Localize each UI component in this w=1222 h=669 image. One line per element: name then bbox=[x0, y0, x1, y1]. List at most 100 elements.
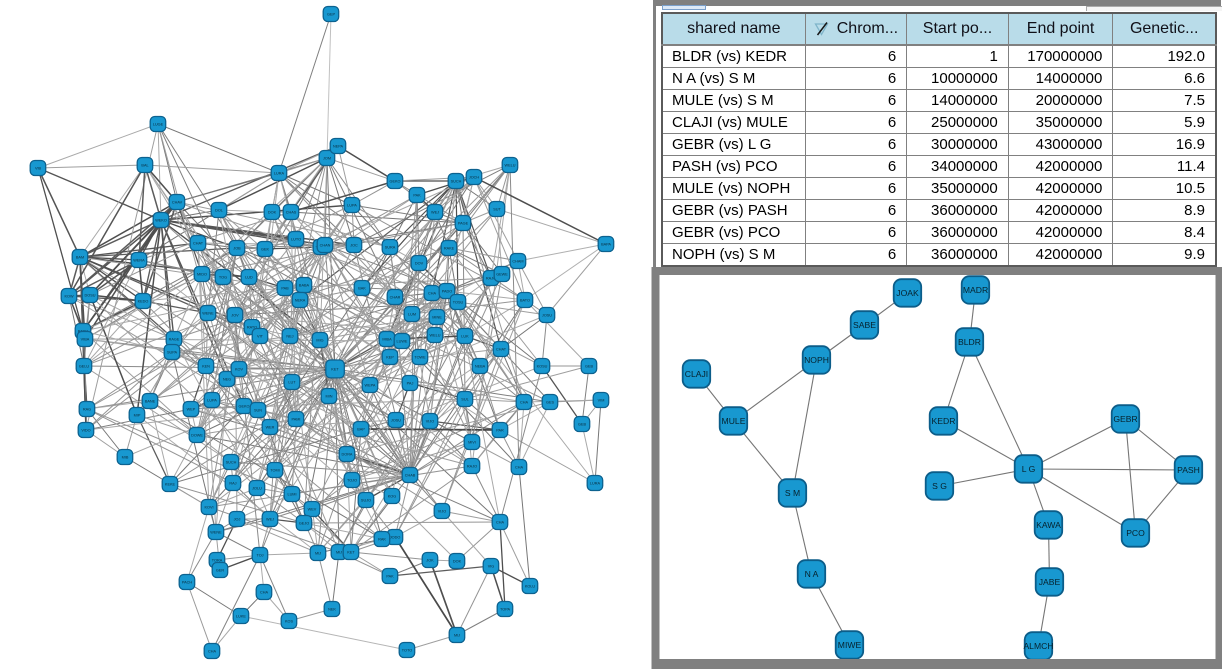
svg-text:S M: S M bbox=[785, 488, 800, 498]
svg-text:GEBR: GEBR bbox=[1113, 414, 1137, 424]
svg-text:WEKO: WEKO bbox=[155, 219, 167, 223]
svg-text:VIBA: VIBA bbox=[81, 338, 90, 342]
svg-text:WEJ: WEJ bbox=[266, 518, 274, 522]
svg-text:SABE: SABE bbox=[853, 320, 876, 330]
svg-text:SUL: SUL bbox=[461, 398, 468, 402]
svg-text:KOVI: KOVI bbox=[204, 506, 213, 510]
svg-text:JODO: JODO bbox=[390, 536, 401, 540]
svg-text:MULE: MULE bbox=[722, 416, 746, 426]
svg-text:LUM: LUM bbox=[408, 313, 416, 317]
svg-text:NOPH: NOPH bbox=[804, 355, 829, 365]
svg-text:MINE: MINE bbox=[432, 316, 442, 320]
svg-text:RAG: RAG bbox=[83, 408, 91, 412]
svg-text:CLAJI: CLAJI bbox=[685, 369, 708, 379]
svg-text:LUKE: LUKE bbox=[236, 615, 246, 619]
svg-text:RAJ: RAJ bbox=[229, 482, 236, 486]
svg-text:LUMI: LUMI bbox=[287, 493, 296, 497]
svg-text:SUCH: SUCH bbox=[226, 461, 237, 465]
svg-text:GELU: GELU bbox=[79, 365, 90, 369]
svg-text:VIB: VIB bbox=[35, 167, 42, 171]
svg-text:SUCH: SUCH bbox=[451, 180, 462, 184]
svg-text:WELU: WELU bbox=[505, 164, 516, 168]
svg-text:WENE: WENE bbox=[210, 531, 222, 535]
svg-text:CHA: CHA bbox=[208, 650, 216, 654]
svg-text:WEJ: WEJ bbox=[431, 211, 439, 215]
svg-text:LUGE: LUGE bbox=[153, 123, 164, 127]
svg-text:JOAK: JOAK bbox=[896, 288, 919, 298]
svg-text:TOPA: TOPA bbox=[500, 608, 510, 612]
svg-text:JOK: JOK bbox=[426, 559, 434, 563]
svg-text:JOSU: JOSU bbox=[391, 419, 401, 423]
svg-text:CHA: CHA bbox=[520, 401, 528, 405]
svg-text:KET: KET bbox=[331, 368, 339, 372]
svg-text:WERA: WERA bbox=[133, 259, 145, 263]
svg-text:VIDO: VIDO bbox=[81, 429, 90, 433]
svg-text:GES: GES bbox=[546, 401, 554, 405]
svg-text:LUWE: LUWE bbox=[397, 340, 408, 344]
svg-text:L G: L G bbox=[1022, 464, 1036, 474]
svg-text:KEDO: KEDO bbox=[138, 300, 149, 304]
svg-text:BAL: BAL bbox=[141, 164, 148, 168]
svg-text:MIDO: MIDO bbox=[197, 273, 207, 277]
svg-text:KET: KET bbox=[347, 551, 355, 555]
svg-text:BAPA: BAPA bbox=[601, 243, 611, 247]
svg-text:KEN: KEN bbox=[202, 365, 210, 369]
svg-text:KOV: KOV bbox=[235, 368, 243, 372]
svg-text:CHAT: CHAT bbox=[496, 348, 507, 352]
svg-text:WEPA: WEPA bbox=[365, 384, 376, 388]
svg-text:KEP: KEP bbox=[386, 356, 394, 360]
svg-text:SURA: SURA bbox=[385, 246, 396, 250]
svg-text:TOTO: TOTO bbox=[402, 649, 412, 653]
svg-text:BAM: BAM bbox=[76, 256, 84, 260]
svg-text:KOLU: KOLU bbox=[525, 585, 536, 589]
svg-text:GER: GER bbox=[216, 569, 224, 573]
svg-text:WEP: WEP bbox=[187, 408, 196, 412]
svg-text:CHAN: CHAN bbox=[320, 244, 331, 248]
svg-text:JOC: JOC bbox=[350, 244, 358, 248]
svg-text:PAJ: PAJ bbox=[407, 382, 414, 386]
svg-text:JOLU: JOLU bbox=[252, 487, 262, 491]
svg-text:MIBA: MIBA bbox=[382, 338, 392, 342]
svg-text:MIVI: MIVI bbox=[468, 441, 476, 445]
svg-text:JOV: JOV bbox=[231, 314, 239, 318]
svg-text:RAK: RAK bbox=[378, 538, 386, 542]
svg-text:DOWE: DOWE bbox=[191, 434, 203, 438]
svg-text:JOB: JOB bbox=[233, 247, 241, 251]
svg-text:TOJO: TOJO bbox=[347, 479, 357, 483]
svg-text:CHAM: CHAM bbox=[512, 260, 523, 264]
svg-text:PCO: PCO bbox=[1126, 528, 1145, 538]
svg-text:SUT: SUT bbox=[493, 208, 501, 212]
svg-text:SUJO: SUJO bbox=[361, 499, 371, 503]
svg-text:KOW: KOW bbox=[64, 295, 73, 299]
svg-text:GEB: GEB bbox=[585, 365, 593, 369]
svg-text:CHAR: CHAR bbox=[390, 296, 401, 300]
svg-text:GEK: GEK bbox=[261, 248, 269, 252]
svg-text:PAK: PAK bbox=[386, 575, 394, 579]
svg-text:JOSU: JOSU bbox=[542, 314, 552, 318]
svg-text:MIWE: MIWE bbox=[838, 640, 862, 650]
svg-text:TOG: TOG bbox=[219, 276, 227, 280]
svg-text:KEDR: KEDR bbox=[932, 416, 956, 426]
svg-text:MIN: MIN bbox=[326, 395, 333, 399]
svg-text:DORA: DORA bbox=[342, 453, 353, 457]
svg-text:BATO: BATO bbox=[520, 299, 530, 303]
svg-text:TOJ: TOJ bbox=[256, 554, 263, 558]
svg-text:RATO: RATO bbox=[247, 326, 257, 330]
svg-text:PAR: PAR bbox=[496, 429, 504, 433]
svg-text:CHA: CHA bbox=[260, 591, 268, 595]
svg-text:JABE: JABE bbox=[1039, 577, 1061, 587]
svg-text:RAGE: RAGE bbox=[169, 338, 180, 342]
svg-text:PAGE: PAGE bbox=[458, 222, 469, 226]
svg-text:JOCH: JOCH bbox=[469, 176, 480, 180]
svg-text:KOS: KOS bbox=[285, 620, 293, 624]
svg-text:PADO: PADO bbox=[442, 290, 453, 294]
svg-text:KOG: KOG bbox=[388, 495, 396, 499]
svg-text:ALMCH: ALMCH bbox=[1023, 641, 1053, 651]
svg-text:VIM: VIM bbox=[598, 399, 605, 403]
svg-text:DOSU: DOSU bbox=[85, 294, 96, 298]
svg-text:MADR: MADR bbox=[963, 285, 988, 295]
svg-text:LUTO: LUTO bbox=[291, 238, 301, 242]
svg-text:MIJ: MIJ bbox=[315, 552, 321, 556]
svg-text:SUPA: SUPA bbox=[167, 351, 178, 355]
svg-text:GEJO: GEJO bbox=[299, 522, 309, 526]
